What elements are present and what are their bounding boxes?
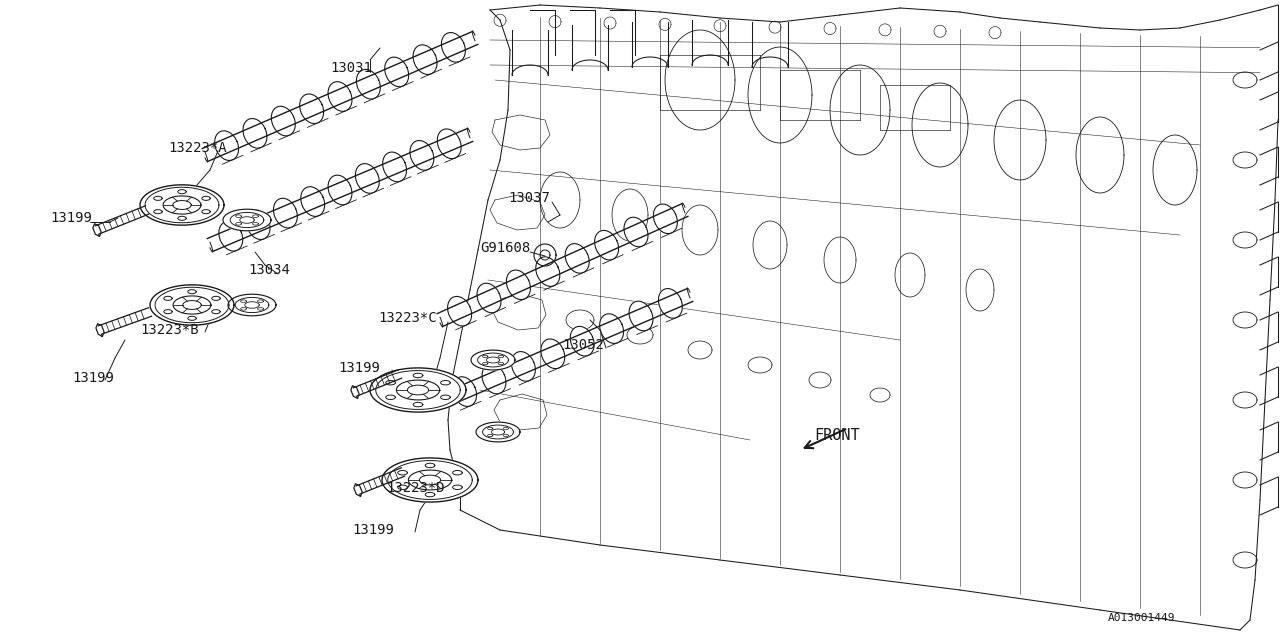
Polygon shape (483, 364, 506, 394)
Polygon shape (541, 339, 564, 369)
Text: A013001449: A013001449 (1108, 613, 1175, 623)
Polygon shape (442, 33, 466, 62)
Polygon shape (628, 301, 653, 331)
Polygon shape (228, 294, 276, 316)
Polygon shape (512, 351, 535, 381)
Polygon shape (566, 244, 589, 273)
Polygon shape (328, 175, 352, 205)
Polygon shape (219, 221, 243, 251)
Polygon shape (476, 422, 520, 442)
Polygon shape (438, 129, 461, 159)
Polygon shape (356, 69, 380, 99)
Polygon shape (353, 484, 362, 496)
Polygon shape (246, 210, 270, 239)
Polygon shape (471, 350, 515, 370)
Text: 13223*B: 13223*B (140, 323, 198, 337)
Polygon shape (595, 230, 618, 260)
Polygon shape (150, 285, 234, 325)
Polygon shape (477, 284, 500, 313)
Polygon shape (381, 458, 477, 502)
Polygon shape (507, 270, 530, 300)
Polygon shape (301, 187, 325, 216)
Text: G91608: G91608 (480, 241, 530, 255)
Text: 13199: 13199 (338, 361, 380, 375)
Text: FRONT: FRONT (814, 428, 860, 442)
Polygon shape (274, 198, 297, 228)
Text: 13034: 13034 (248, 263, 289, 277)
Polygon shape (96, 324, 104, 337)
Text: 13223*C: 13223*C (378, 311, 436, 325)
Polygon shape (328, 82, 352, 111)
Polygon shape (223, 209, 271, 231)
Polygon shape (300, 94, 324, 124)
Polygon shape (370, 368, 466, 412)
Polygon shape (413, 45, 436, 74)
Text: 13199: 13199 (72, 371, 114, 385)
Polygon shape (448, 296, 471, 326)
Polygon shape (410, 141, 434, 170)
Polygon shape (453, 377, 476, 406)
Text: 13199: 13199 (50, 211, 92, 225)
Polygon shape (623, 217, 648, 247)
Polygon shape (271, 106, 296, 136)
Text: 13223*A: 13223*A (168, 141, 227, 155)
Text: 13031: 13031 (330, 61, 372, 75)
Text: 13052: 13052 (562, 338, 604, 352)
Polygon shape (243, 118, 268, 148)
Polygon shape (385, 57, 408, 87)
Polygon shape (351, 386, 360, 398)
Polygon shape (140, 185, 224, 225)
Polygon shape (215, 131, 238, 161)
Polygon shape (536, 257, 559, 286)
Polygon shape (383, 152, 407, 182)
Polygon shape (599, 314, 623, 344)
Text: 13037: 13037 (508, 191, 550, 205)
Polygon shape (658, 289, 682, 318)
Polygon shape (653, 204, 677, 234)
Text: 13223*D: 13223*D (387, 481, 444, 495)
Polygon shape (93, 224, 101, 236)
Polygon shape (356, 164, 379, 193)
Polygon shape (571, 326, 594, 356)
Text: 13199: 13199 (352, 523, 394, 537)
